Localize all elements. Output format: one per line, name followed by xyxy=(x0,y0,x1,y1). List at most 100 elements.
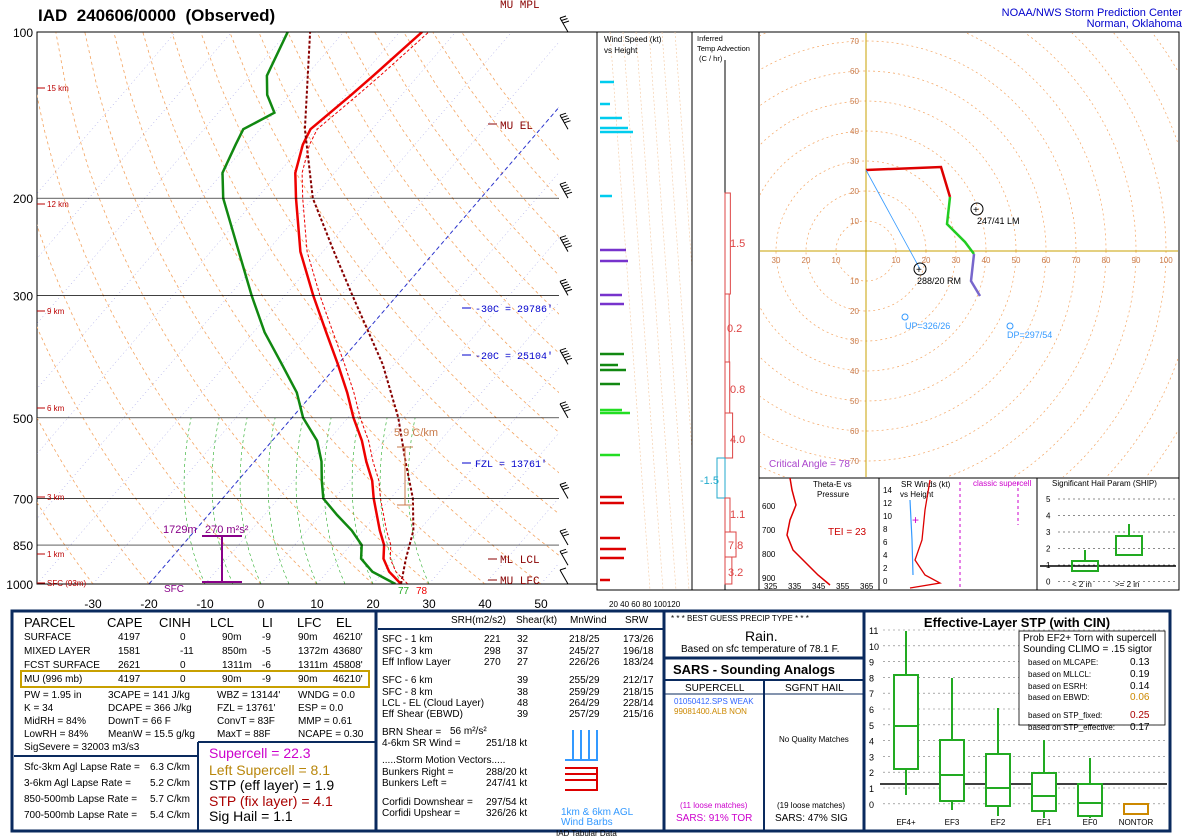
parcel-cell: 90m xyxy=(222,674,242,685)
theta-e-line xyxy=(786,477,831,586)
hodo-x-tick: 40 xyxy=(982,256,991,265)
corfidi-down-label: Corfidi Downshear = xyxy=(382,797,473,808)
hodo-ring-label: 70 xyxy=(850,37,859,46)
parcel-cell: 45808' xyxy=(333,660,363,671)
wind-barb-flag xyxy=(562,240,570,244)
skew-t-chart: 100 200 300 500 700 850 1000 -30 -20 -10 0 10 20 30 40… xyxy=(6,0,598,611)
wind-barb xyxy=(559,347,573,365)
moist-adiabat xyxy=(267,417,290,584)
wind-barb xyxy=(559,278,573,296)
wind-barb-staff xyxy=(559,530,569,546)
sr-winds-ytick: 2 xyxy=(883,564,888,573)
temp-tick-label: -30 xyxy=(84,597,102,611)
up-marker xyxy=(901,313,909,321)
param-cell: ConvT = 83F xyxy=(217,716,275,727)
moist-adiabat xyxy=(239,417,262,584)
wind-barb-flag xyxy=(561,18,568,21)
footer-tabular: IAD Tabular Data xyxy=(556,829,617,838)
kin-cell: LCL - EL (Cloud Layer) xyxy=(382,698,485,709)
dry-adiabat xyxy=(200,32,559,515)
hodo-ring-label: 40 xyxy=(850,127,859,136)
sr-winds-ytick: 0 xyxy=(883,577,888,586)
temp-tick-label: -20 xyxy=(140,597,158,611)
wind-speed-panel: Wind Speed (kt) vs Height 20 40 60 80 1001… xyxy=(596,31,716,609)
parcel-cell: 4197 xyxy=(118,674,141,685)
wind-barb-flag xyxy=(559,112,567,116)
parcel-cell: 43680' xyxy=(333,646,363,657)
param-cell: LowRH = 84% xyxy=(24,729,89,740)
hodo-trace-3-6 xyxy=(945,196,975,255)
wind-barb-flag xyxy=(561,484,568,488)
hodo-ring-label: 40 xyxy=(850,367,859,376)
wind-barb xyxy=(559,181,573,199)
stp-box xyxy=(1031,772,1057,812)
wind-barb-flag xyxy=(561,403,568,407)
wind-barb-flag xyxy=(559,482,567,485)
sr-winds-ytick: 10 xyxy=(883,512,892,521)
kin-cell: 270 xyxy=(484,657,501,668)
theta-e-xtick: 365 xyxy=(860,582,874,591)
dry-adiabat xyxy=(37,224,262,584)
stp-box xyxy=(893,674,919,770)
wind-speed-frame xyxy=(596,31,693,591)
wind-barb-flag xyxy=(565,288,573,292)
temp-adv-value: 0.8 xyxy=(730,384,745,396)
stp-fix: STP (fix layer) = 4.1 xyxy=(209,793,333,809)
wind-speed-title: Wind Speed (kt) xyxy=(604,35,662,44)
stp-prob-value: 0.13 xyxy=(1130,657,1150,668)
kin-cell: SFC - 8 km xyxy=(382,687,433,698)
bottom-panels: Effective-Layer STP (with CIN)1110987654… xyxy=(10,609,1172,833)
dewpoint-line xyxy=(221,32,396,584)
parcel-header: CAPE xyxy=(107,615,143,630)
moist-adiabat xyxy=(295,417,318,584)
hodo-ring-label: 70 xyxy=(850,457,859,466)
wind-barb-flag xyxy=(564,242,571,246)
dp-marker xyxy=(1006,322,1014,330)
dry-adiabat xyxy=(374,32,559,276)
kin-cell: SFC - 3 km xyxy=(382,646,433,657)
moist-adiabat xyxy=(407,417,430,584)
parcel-header: PARCEL xyxy=(24,615,76,630)
kin-cell: SFC - 1 km xyxy=(382,634,433,645)
stp-cat: EF3 xyxy=(945,818,960,827)
isotherm xyxy=(37,32,288,324)
stp-cat: EF4+ xyxy=(896,818,916,827)
hodo-x-tick: 10 xyxy=(892,256,901,265)
dry-adiabat xyxy=(171,32,559,556)
lapse-value: 5.7 C/km xyxy=(150,794,191,805)
theta-e-title: Theta-E vs xyxy=(813,480,852,489)
lm-plus: + xyxy=(973,205,979,216)
wind-barb-staff xyxy=(559,281,569,296)
ship-frame xyxy=(1036,477,1180,591)
mu-highlight xyxy=(20,670,370,688)
corfidi-up-label: Corfidi Upshear = xyxy=(382,808,461,819)
stp-box xyxy=(985,753,1011,807)
hodo-x-tick: 90 xyxy=(1132,256,1141,265)
wind-barb xyxy=(559,401,571,419)
hodo-ring-label: 30 xyxy=(850,157,859,166)
temp-adv-value: 1.1 xyxy=(730,509,745,521)
theta-e-ytick: 700 xyxy=(762,526,776,535)
wind-speed-grid xyxy=(674,31,716,591)
temp-tick-label: -10 xyxy=(196,597,214,611)
wind-barb-flag xyxy=(559,528,567,532)
theta-e-frame xyxy=(758,477,880,591)
stp-ytick: 9 xyxy=(869,658,874,668)
sr-winds-ytick: 6 xyxy=(883,538,888,547)
hodo-x-tick: 30 xyxy=(952,256,961,265)
parcel-header: EL xyxy=(336,615,352,630)
header-org: NOAA/NWS Storm Prediction Center Norman, … xyxy=(1001,7,1182,30)
param-cell: DownT = 66 F xyxy=(108,716,171,727)
stp-prob-value: 0.19 xyxy=(1130,668,1150,680)
sr-winds-ytick: 4 xyxy=(883,551,888,560)
kin-cell: SFC - 6 km xyxy=(382,675,433,686)
param-cell: NCAPE = 0.30 xyxy=(298,729,364,740)
stp-eff: STP (eff layer) = 1.9 xyxy=(209,777,335,793)
corfidi-down-value: 297/54 kt xyxy=(486,797,528,808)
wind-barb-flag xyxy=(559,181,567,185)
wind-barb-flag xyxy=(564,408,571,412)
wind-barb-staff xyxy=(559,237,569,252)
isotherm-highlight xyxy=(148,106,559,584)
